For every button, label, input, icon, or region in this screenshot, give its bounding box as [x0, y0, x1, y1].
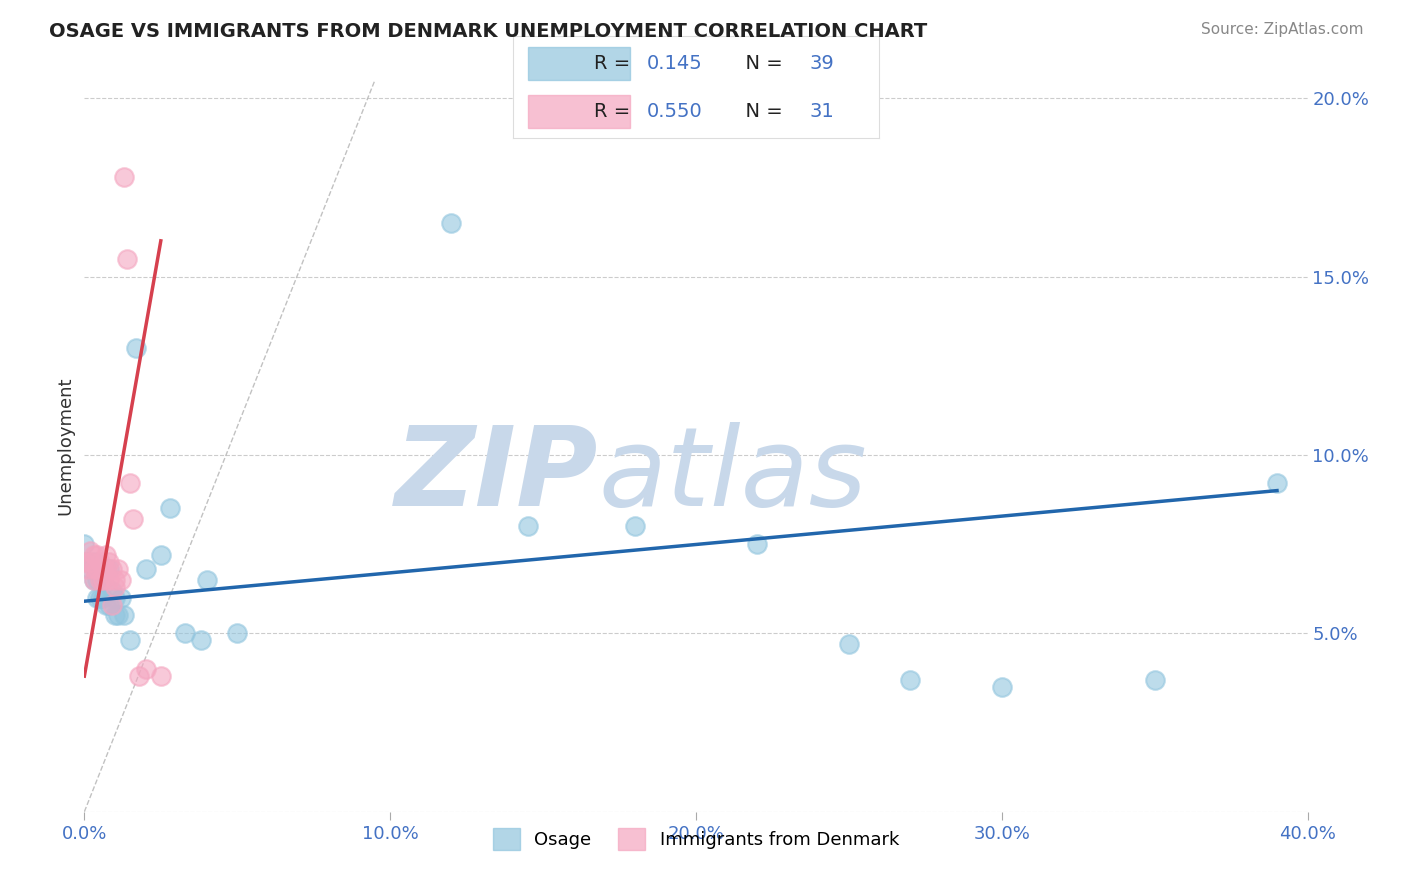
- Point: [149, 669, 172, 683]
- Point: [120, 476, 142, 491]
- Point: [110, 573, 132, 587]
- Point: [125, 341, 148, 355]
- Point: [79, 544, 101, 558]
- Point: [83, 562, 105, 576]
- Point: [94, 562, 117, 576]
- Point: [79, 555, 101, 569]
- Point: [91, 573, 114, 587]
- Text: atlas: atlas: [598, 422, 866, 529]
- Point: [94, 562, 117, 576]
- Legend: Osage, Immigrants from Denmark: Osage, Immigrants from Denmark: [485, 821, 907, 857]
- Text: OSAGE VS IMMIGRANTS FROM DENMARK UNEMPLOYMENT CORRELATION CHART: OSAGE VS IMMIGRANTS FROM DENMARK UNEMPLO…: [49, 22, 928, 41]
- Point: [101, 598, 124, 612]
- Text: N =: N =: [733, 102, 789, 121]
- Text: ZIP: ZIP: [395, 422, 598, 529]
- Text: 0.145: 0.145: [647, 54, 703, 73]
- Point: [174, 626, 197, 640]
- Point: [76, 562, 98, 576]
- Point: [110, 591, 132, 605]
- Point: [89, 591, 111, 605]
- Point: [86, 562, 108, 576]
- Point: [91, 573, 114, 587]
- Point: [115, 252, 138, 266]
- Point: [135, 662, 157, 676]
- Point: [440, 216, 463, 230]
- Text: N =: N =: [733, 54, 789, 73]
- Point: [226, 626, 249, 640]
- Point: [101, 583, 124, 598]
- Point: [112, 608, 135, 623]
- Point: [86, 573, 108, 587]
- Point: [89, 573, 111, 587]
- Point: [135, 562, 157, 576]
- Point: [107, 608, 129, 623]
- Point: [83, 573, 105, 587]
- Point: [838, 637, 860, 651]
- Text: 31: 31: [810, 102, 834, 121]
- Text: 39: 39: [810, 54, 834, 73]
- Point: [149, 548, 172, 562]
- Point: [76, 555, 98, 569]
- Point: [83, 573, 105, 587]
- Point: [1265, 476, 1288, 491]
- Bar: [527, 95, 630, 128]
- Point: [89, 555, 111, 569]
- Point: [91, 562, 114, 576]
- Y-axis label: Unemployment: Unemployment: [56, 376, 75, 516]
- Text: R =: R =: [593, 54, 636, 73]
- Text: 0.550: 0.550: [647, 102, 703, 121]
- Point: [128, 669, 150, 683]
- Text: Source: ZipAtlas.com: Source: ZipAtlas.com: [1201, 22, 1364, 37]
- Point: [73, 537, 96, 551]
- Point: [104, 591, 127, 605]
- Bar: [527, 47, 630, 79]
- Point: [991, 680, 1014, 694]
- Point: [83, 555, 105, 569]
- Point: [89, 573, 111, 587]
- Point: [122, 512, 145, 526]
- Point: [898, 673, 921, 687]
- Point: [83, 548, 105, 562]
- Text: R =: R =: [593, 102, 636, 121]
- Point: [86, 548, 108, 562]
- Point: [104, 573, 127, 587]
- Point: [195, 573, 218, 587]
- Point: [79, 562, 101, 576]
- Point: [1143, 673, 1166, 687]
- Point: [747, 537, 769, 551]
- Point: [107, 562, 129, 576]
- Point: [97, 598, 120, 612]
- Point: [97, 555, 120, 569]
- Point: [624, 519, 647, 533]
- Point: [159, 501, 181, 516]
- Point: [97, 562, 120, 576]
- Point: [94, 548, 117, 562]
- Point: [190, 633, 212, 648]
- Point: [104, 608, 127, 623]
- Point: [91, 591, 114, 605]
- Point: [104, 580, 127, 594]
- Point: [73, 555, 96, 569]
- Point: [94, 598, 117, 612]
- Point: [97, 573, 120, 587]
- Point: [86, 591, 108, 605]
- Point: [120, 633, 142, 648]
- Point: [112, 169, 135, 184]
- Point: [91, 562, 114, 576]
- Point: [101, 562, 124, 576]
- Point: [516, 519, 538, 533]
